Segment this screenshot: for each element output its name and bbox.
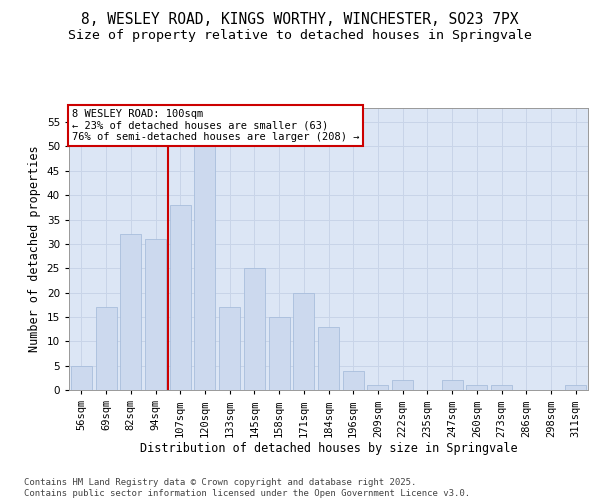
Bar	[565, 385, 586, 390]
Text: 8 WESLEY ROAD: 100sqm
← 23% of detached houses are smaller (63)
76% of semi-deta: 8 WESLEY ROAD: 100sqm ← 23% of detached …	[71, 109, 359, 142]
Bar	[343, 370, 364, 390]
Text: Size of property relative to detached houses in Springvale: Size of property relative to detached ho…	[68, 29, 532, 42]
Bar	[120, 234, 141, 390]
Bar	[95, 307, 116, 390]
X-axis label: Distribution of detached houses by size in Springvale: Distribution of detached houses by size …	[140, 442, 517, 455]
Bar	[442, 380, 463, 390]
Bar	[244, 268, 265, 390]
Bar	[392, 380, 413, 390]
Bar	[491, 385, 512, 390]
Bar	[466, 385, 487, 390]
Bar	[170, 205, 191, 390]
Text: 8, WESLEY ROAD, KINGS WORTHY, WINCHESTER, SO23 7PX: 8, WESLEY ROAD, KINGS WORTHY, WINCHESTER…	[81, 12, 519, 28]
Bar	[293, 292, 314, 390]
Bar	[145, 239, 166, 390]
Bar	[367, 385, 388, 390]
Bar	[194, 146, 215, 390]
Text: Contains HM Land Registry data © Crown copyright and database right 2025.
Contai: Contains HM Land Registry data © Crown c…	[24, 478, 470, 498]
Bar	[318, 326, 339, 390]
Bar	[71, 366, 92, 390]
Bar	[269, 317, 290, 390]
Bar	[219, 307, 240, 390]
Y-axis label: Number of detached properties: Number of detached properties	[28, 146, 41, 352]
